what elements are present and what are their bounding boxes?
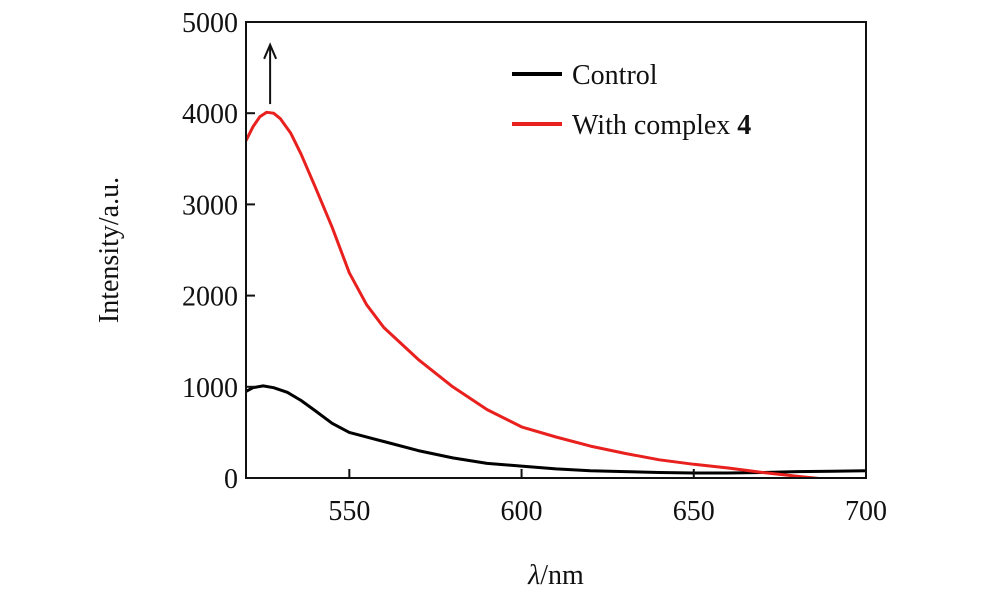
- x-tick-label-600: 600: [501, 496, 543, 527]
- axis-ticks: [246, 21, 867, 479]
- legend-label-control: Control: [572, 60, 658, 91]
- x-tick-label-650: 650: [673, 496, 715, 527]
- plot-frame: [245, 21, 867, 479]
- y-tick-label-4000: 4000: [182, 99, 238, 130]
- y-tick-label-2000: 2000: [182, 282, 238, 313]
- x-axis-label-symbol: λ: [527, 560, 540, 591]
- x-tick-label-700: 700: [845, 496, 887, 527]
- legend-label-complex: With complex 4: [572, 110, 751, 141]
- x-axis-label-unit: /nm: [540, 560, 584, 591]
- series-line-0: [246, 384, 866, 475]
- y-tick-label-3000: 3000: [182, 190, 238, 221]
- y-axis-label: Intensity/a.u.: [94, 177, 125, 323]
- legend-label-complex-text: With complex: [572, 110, 737, 141]
- series-line-1: [246, 110, 829, 478]
- y-tick-label-5000: 5000: [182, 8, 238, 39]
- arrow-head: [263, 42, 278, 60]
- legend: Control With complex 4: [512, 60, 751, 141]
- y-tick-label-0: 0: [224, 464, 238, 495]
- x-axis-label: λ/nm: [527, 560, 584, 591]
- plot-lines: [246, 110, 866, 478]
- y-tick-label-1000: 1000: [182, 373, 238, 404]
- arrow-annotation: [263, 42, 278, 105]
- legend-label-complex-number: 4: [737, 110, 751, 141]
- x-tick-label-550: 550: [328, 496, 370, 527]
- tick-labels: 550 600 650 700 0 1000 2000 3000 4000 5000: [182, 8, 887, 527]
